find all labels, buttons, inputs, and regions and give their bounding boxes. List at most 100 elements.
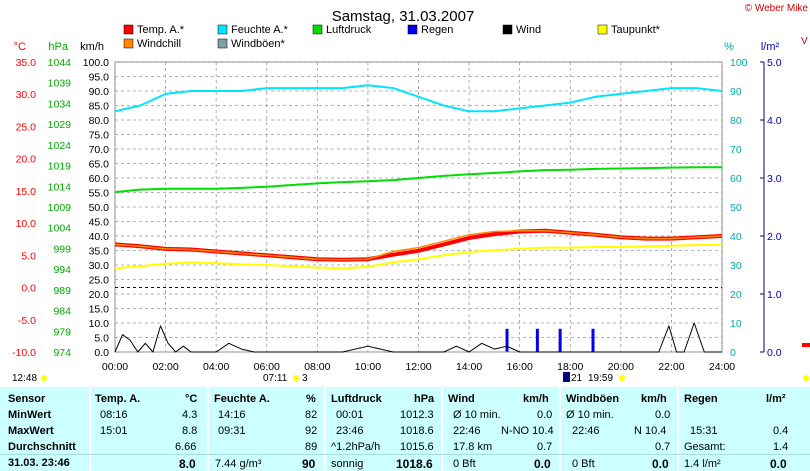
legend-swatch (123, 38, 134, 49)
legend-label: Windböen* (231, 38, 286, 50)
rain-tick-label: 1.0 (767, 289, 782, 301)
rain-bar (558, 328, 562, 352)
legend-swatch (123, 24, 134, 35)
wind-distance: 17.8 km (453, 441, 493, 453)
pressure-unit: hPa (414, 393, 435, 405)
wind-tick-label: 5.0 (94, 333, 109, 345)
series-layer (114, 84, 723, 353)
wind-tick-label: 75.0 (89, 130, 110, 142)
wind-tick-label: 60.0 (89, 173, 110, 185)
gust-max-time: 22:46 (572, 425, 600, 437)
wind-max-time: 22:46 (453, 425, 481, 437)
pressure-tick-label: 989 (53, 285, 71, 297)
wind-tick-label: 30.0 (89, 260, 110, 272)
temp-header: Temp. A. (95, 393, 141, 405)
sun-row: 12:48 07:11 3 21 19:59 (12, 372, 809, 384)
rain-bar (535, 328, 539, 352)
legend: Temp. A.* Feuchte A.* Luftdruck Regen Wind Ta… (123, 24, 661, 50)
wind-tick-label: 10.0 (89, 318, 110, 330)
moon-icon (563, 372, 570, 382)
wind-tick-label: 25.0 (89, 275, 110, 287)
axis-unit-humidity: % (724, 41, 734, 53)
gust-unit: km/h (641, 393, 667, 405)
gust-min: 0.0 (655, 409, 671, 421)
col-divider (677, 387, 679, 471)
rain-unit: l/m² (766, 393, 786, 405)
pressure-tick-label: 1019 (48, 161, 72, 173)
pressure-tick-label: 1044 (48, 57, 72, 69)
temp-tick-label: -10.0 (12, 347, 36, 359)
humidity-tick-label: 50 (730, 202, 742, 214)
wind-tick-label: 55.0 (89, 188, 110, 200)
pressure-max-time: 23:46 (336, 425, 364, 437)
pressure-tick-label: 979 (53, 326, 71, 338)
wind-tick-label: 90.0 (89, 86, 110, 98)
wind-bft: 0 Bft (453, 458, 476, 470)
temp-tick-label: 10.0 (16, 218, 37, 230)
humidity-tick-label: 100 (730, 57, 748, 69)
row-min-label: MinWert (8, 409, 52, 421)
pressure-tick-label: 984 (53, 306, 71, 318)
chart-title: Samstag, 31.03.2007 (332, 8, 475, 25)
humidity-tick-label: 90 (730, 86, 742, 98)
series-taupunkt (114, 244, 722, 270)
rain-max-time: 15:31 (690, 425, 718, 437)
legend-swatch (217, 24, 228, 35)
series-wind (114, 322, 722, 353)
wind-tick-label: 40.0 (89, 231, 110, 243)
row-max-label: MaxWert (8, 425, 54, 437)
pressure-max: 1018.6 (400, 425, 434, 437)
legend-label: Taupunkt* (611, 24, 661, 36)
humidity-tick-label: 30 (730, 260, 742, 272)
x-tick-label: 22:00 (658, 361, 684, 373)
legend-swatch (217, 38, 228, 49)
col-divider (441, 387, 443, 471)
series-luftdruck (114, 166, 722, 194)
temp-min: 4.3 (182, 409, 198, 421)
humidity-max-time: 09:31 (218, 425, 246, 437)
temp-tick-label: 35.0 (16, 57, 37, 69)
gust-min-label: Ø 10 min. (566, 409, 614, 421)
temp-tick-label: 5.0 (21, 250, 36, 262)
temp-avg: 6.66 (175, 441, 197, 453)
temp-current: 8.0 (179, 457, 196, 471)
temp-min-time: 08:16 (100, 409, 128, 421)
legend-label: Feuchte A.* (231, 24, 289, 36)
pressure-min: 1012.3 (400, 409, 434, 421)
gust-max: N 10.4 (634, 425, 667, 437)
right-sun-icon (803, 375, 809, 381)
humidity-tick-label: 40 (730, 231, 742, 243)
humidity-min: 82 (305, 409, 318, 421)
wind-tick-label: 80.0 (89, 115, 110, 127)
temp-tick-label: 0.0 (21, 283, 36, 295)
series-windchill (114, 230, 723, 261)
rain-tick-label: 5.0 (767, 57, 782, 69)
wind-min-label: Ø 10 min. (453, 409, 501, 421)
rain-tick-label: 4.0 (767, 115, 782, 127)
x-tick-label: 10:00 (355, 361, 381, 373)
legend-swatch (312, 24, 323, 35)
pressure-tick-label: 1034 (48, 98, 72, 110)
stats-table: Sensor MinWert MaxWert Durchschnitt 31.0… (0, 387, 810, 471)
x-tick-label: 24:00 (709, 361, 735, 373)
temp-tick-label: 25.0 (16, 121, 37, 133)
wind-unit: km/h (523, 393, 549, 405)
temp-max: 8.8 (182, 425, 198, 437)
rain-current-label: 1.4 l/m² (684, 458, 721, 470)
humidity-min-time: 14:16 (218, 409, 246, 421)
legend-label: Windchill (137, 38, 181, 50)
col-divider (89, 387, 91, 471)
humidity-tick-label: 70 (730, 144, 742, 156)
sunrise-time: 07:11 (263, 373, 288, 384)
rain-bar (505, 328, 509, 352)
credit-text: © Weber Mike (745, 3, 809, 14)
axis-unit-wind: km/h (80, 41, 104, 53)
gust-bft: 0 Bft (572, 458, 595, 470)
wind-tick-label: 35.0 (89, 246, 110, 258)
legend-label: Wind (516, 24, 541, 36)
x-tick-label: 18:00 (557, 361, 583, 373)
humidity-unit: % (306, 393, 316, 405)
col-divider (559, 387, 561, 471)
pressure-avg: 1015.6 (400, 441, 434, 453)
humidity-tick-label: 80 (730, 115, 742, 127)
